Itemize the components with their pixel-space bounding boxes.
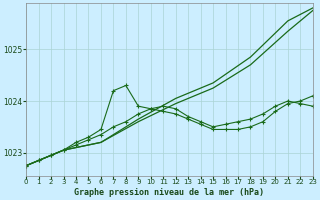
X-axis label: Graphe pression niveau de la mer (hPa): Graphe pression niveau de la mer (hPa) [75, 188, 265, 197]
